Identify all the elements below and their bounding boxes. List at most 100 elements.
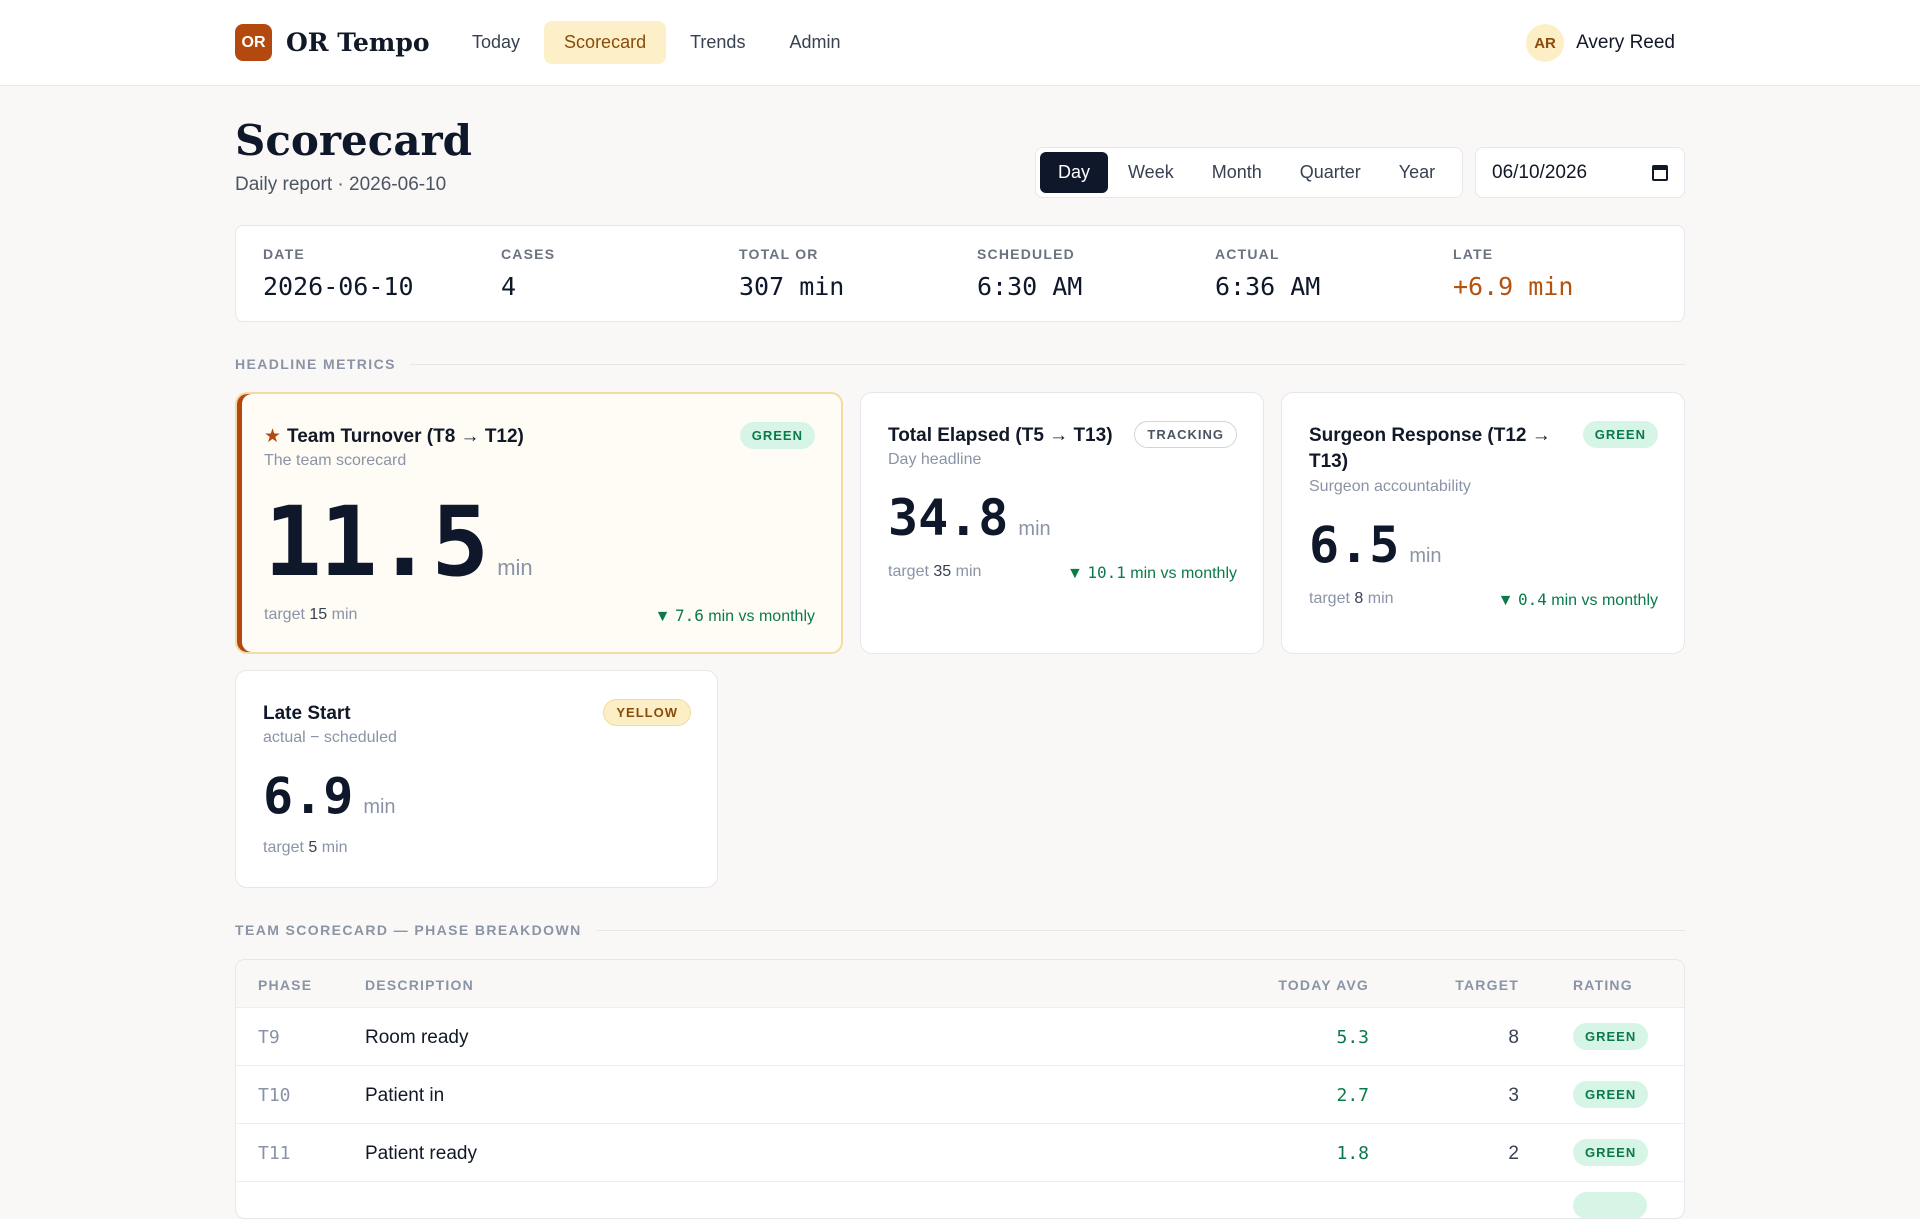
- card-subtitle: Surgeon accountability: [1309, 478, 1471, 495]
- cell-phase: T11: [258, 1143, 291, 1164]
- status-badge: YELLOW: [603, 699, 691, 726]
- nav-item-trends[interactable]: Trends: [690, 32, 746, 52]
- card-title-text: Team Turnover (T8 → T12): [287, 426, 524, 447]
- delta-value: 7.6: [674, 606, 704, 625]
- cell-target: 8: [1508, 1027, 1519, 1048]
- column-header-target[interactable]: TARGET: [1455, 977, 1519, 993]
- summary-cases: CASES 4: [501, 246, 555, 301]
- metric-value: 11.5 min: [264, 486, 533, 598]
- delta-value: 0.4: [1517, 590, 1547, 609]
- user-name: Avery Reed: [1576, 32, 1675, 53]
- star-icon: ★: [264, 426, 282, 447]
- metric-card-surgeon-response[interactable]: Surgeon Response (T12 → T13) Surgeon acc…: [1281, 392, 1685, 654]
- period-month-button[interactable]: Month: [1211, 162, 1262, 182]
- brand-logo: OR: [235, 24, 272, 61]
- table-row[interactable]: T11 Patient ready 1.8 2 GREEN: [236, 1124, 1684, 1182]
- cell-today-avg: 2.7: [1336, 1085, 1369, 1106]
- down-arrow-icon: ▼: [1497, 592, 1514, 609]
- summary-actual: ACTUAL 6:36 AM: [1215, 246, 1320, 301]
- metric-target: target 15 min: [264, 606, 357, 624]
- target-prefix: target: [263, 839, 304, 856]
- column-header-phase[interactable]: PHASE: [258, 977, 313, 993]
- metric-number: 6.5: [1309, 516, 1400, 574]
- avatar: AR: [1526, 24, 1565, 62]
- table-row[interactable]: T9 Room ready 5.3 8 GREEN: [236, 1008, 1684, 1066]
- metric-value: 6.5 min: [1309, 516, 1442, 574]
- date-input[interactable]: 06/10/2026: [1475, 147, 1685, 198]
- metric-target: target 8 min: [1309, 590, 1394, 608]
- target-value: 15: [309, 606, 328, 623]
- summary-value: 6:30 AM: [977, 272, 1083, 301]
- metric-card-late-start[interactable]: Late Start actual − scheduled YELLOW 6.9…: [235, 670, 718, 888]
- column-header-today-avg[interactable]: TODAY AVG: [1278, 977, 1369, 993]
- target-prefix: target: [264, 606, 305, 623]
- card-title-line: T13): [1309, 451, 1349, 472]
- period-selector: Day Week Month Quarter Year: [1035, 147, 1463, 198]
- status-badge: GREEN: [1582, 421, 1658, 448]
- metric-number: 11.5: [264, 486, 489, 598]
- period-week-button[interactable]: Week: [1128, 162, 1174, 182]
- card-title: Late Start: [263, 703, 351, 724]
- calendar-icon[interactable]: [1652, 164, 1668, 181]
- period-year-button[interactable]: Year: [1398, 162, 1436, 182]
- summary-label: SCHEDULED: [977, 246, 1075, 262]
- metric-unit: min: [1409, 545, 1442, 567]
- delta-value: 10.1: [1087, 563, 1126, 582]
- table-row[interactable]: T10 Patient in 2.7 3 GREEN: [236, 1066, 1684, 1124]
- column-header-description[interactable]: DESCRIPTION: [365, 977, 474, 993]
- metric-card-team-turnover[interactable]: ★ Team Turnover (T8 → T12) The team score…: [235, 392, 843, 654]
- summary-value: 6:36 AM: [1215, 272, 1321, 301]
- top-navigation-bar: OR OR Tempo Today Scorecard Trends Admin…: [0, 0, 1920, 86]
- target-value: 8: [1354, 590, 1364, 607]
- column-header-rating[interactable]: RATING: [1573, 977, 1633, 993]
- section-headline-metrics: HEADLINE METRICS: [235, 356, 1685, 372]
- card-title: Total Elapsed (T5 → T13): [888, 425, 1113, 446]
- summary-label: LATE: [1453, 246, 1494, 262]
- cell-phase: T10: [258, 1085, 291, 1106]
- section-heading: HEADLINE METRICS: [235, 356, 396, 372]
- period-quarter-button[interactable]: Quarter: [1299, 162, 1361, 182]
- cell-description: Patient ready: [365, 1143, 477, 1164]
- main-nav: Today Scorecard Trends Admin: [452, 21, 860, 64]
- page-title: Scorecard: [235, 116, 473, 165]
- target-unit: min: [955, 563, 982, 580]
- period-day-button[interactable]: Day: [1040, 152, 1109, 193]
- user-menu[interactable]: AR Avery Reed: [1526, 24, 1675, 62]
- target-unit: min: [321, 839, 348, 856]
- page-subtitle: Daily report · 2026-06-10: [235, 174, 447, 195]
- summary-value: 307 min: [739, 272, 845, 301]
- card-title-line: Surgeon Response (T12 →: [1309, 425, 1551, 446]
- table-row-partial[interactable]: [236, 1182, 1684, 1218]
- metric-value: 6.9 min: [263, 767, 396, 825]
- metric-target: target 35 min: [888, 563, 981, 581]
- cell-phase: T9: [258, 1027, 280, 1048]
- cell-today-avg: 5.3: [1336, 1027, 1369, 1048]
- status-badge: GREEN: [739, 422, 815, 449]
- summary-label: TOTAL OR: [739, 246, 819, 262]
- summary-value: 4: [501, 272, 517, 301]
- metric-value: 34.8 min: [888, 489, 1051, 547]
- summary-late: LATE +6.9 min: [1453, 246, 1573, 301]
- nav-item-scorecard[interactable]: Scorecard: [544, 21, 667, 64]
- brand[interactable]: OR OR Tempo: [235, 24, 430, 61]
- cell-target: 3: [1508, 1085, 1519, 1106]
- rating-badge: GREEN: [1573, 1023, 1649, 1050]
- target-unit: min: [331, 606, 358, 623]
- target-prefix: target: [888, 563, 929, 580]
- delta-text: min vs monthly: [708, 608, 815, 625]
- status-badge: TRACKING: [1134, 421, 1237, 448]
- delta-text: min vs monthly: [1551, 592, 1658, 609]
- table-header: PHASE DESCRIPTION TODAY AVG TARGET RATIN…: [236, 960, 1684, 1008]
- card-title: ★ Team Turnover (T8 → T12): [264, 424, 524, 450]
- metric-target: target 5 min: [263, 839, 348, 857]
- nav-item-today[interactable]: Today: [472, 32, 521, 52]
- section-heading: TEAM SCORECARD — PHASE BREAKDOWN: [235, 922, 582, 938]
- summary-label: ACTUAL: [1215, 246, 1280, 262]
- summary-strip: DATE 2026-06-10 CASES 4 TOTAL OR 307 min…: [235, 225, 1685, 322]
- rating-badge: GREEN: [1573, 1139, 1649, 1166]
- card-subtitle: Day headline: [888, 451, 982, 468]
- nav-item-admin[interactable]: Admin: [789, 32, 841, 52]
- section-divider: [595, 929, 1685, 931]
- target-value: 35: [933, 563, 952, 580]
- metric-card-total-elapsed[interactable]: Total Elapsed (T5 → T13) Day headline TR…: [860, 392, 1264, 654]
